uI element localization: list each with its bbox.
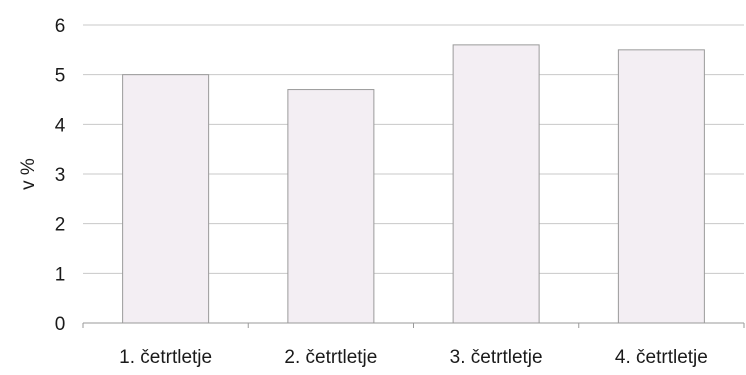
y-tick-label-6: 6 [55,16,66,37]
y-tick-label-3: 3 [55,165,66,186]
x-tick-label-2: 2. četrtletje [284,347,377,368]
bar-3 [452,44,540,324]
y-axis-label: v % [18,158,39,190]
y-tick-label-5: 5 [55,66,66,87]
x-tick-label-4: 4. četrtletje [615,347,708,368]
y-tick-label-0: 0 [55,314,66,335]
tick-labels: 0 1 2 3 4 5 6 1. četrtletje 2. četrtletje 3. četr… [55,16,708,368]
y-tick-label-2: 2 [55,215,66,236]
bars [122,44,705,324]
y-tick-label-1: 1 [55,264,66,285]
axes [82,322,745,328]
bar-2 [287,89,375,324]
x-tick-label-3: 3. četrtletje [450,347,543,368]
x-tick-label-1: 1. četrtletje [119,347,212,368]
bar-4 [617,49,705,324]
y-tick-label-4: 4 [55,115,66,136]
bar-1 [122,74,210,324]
